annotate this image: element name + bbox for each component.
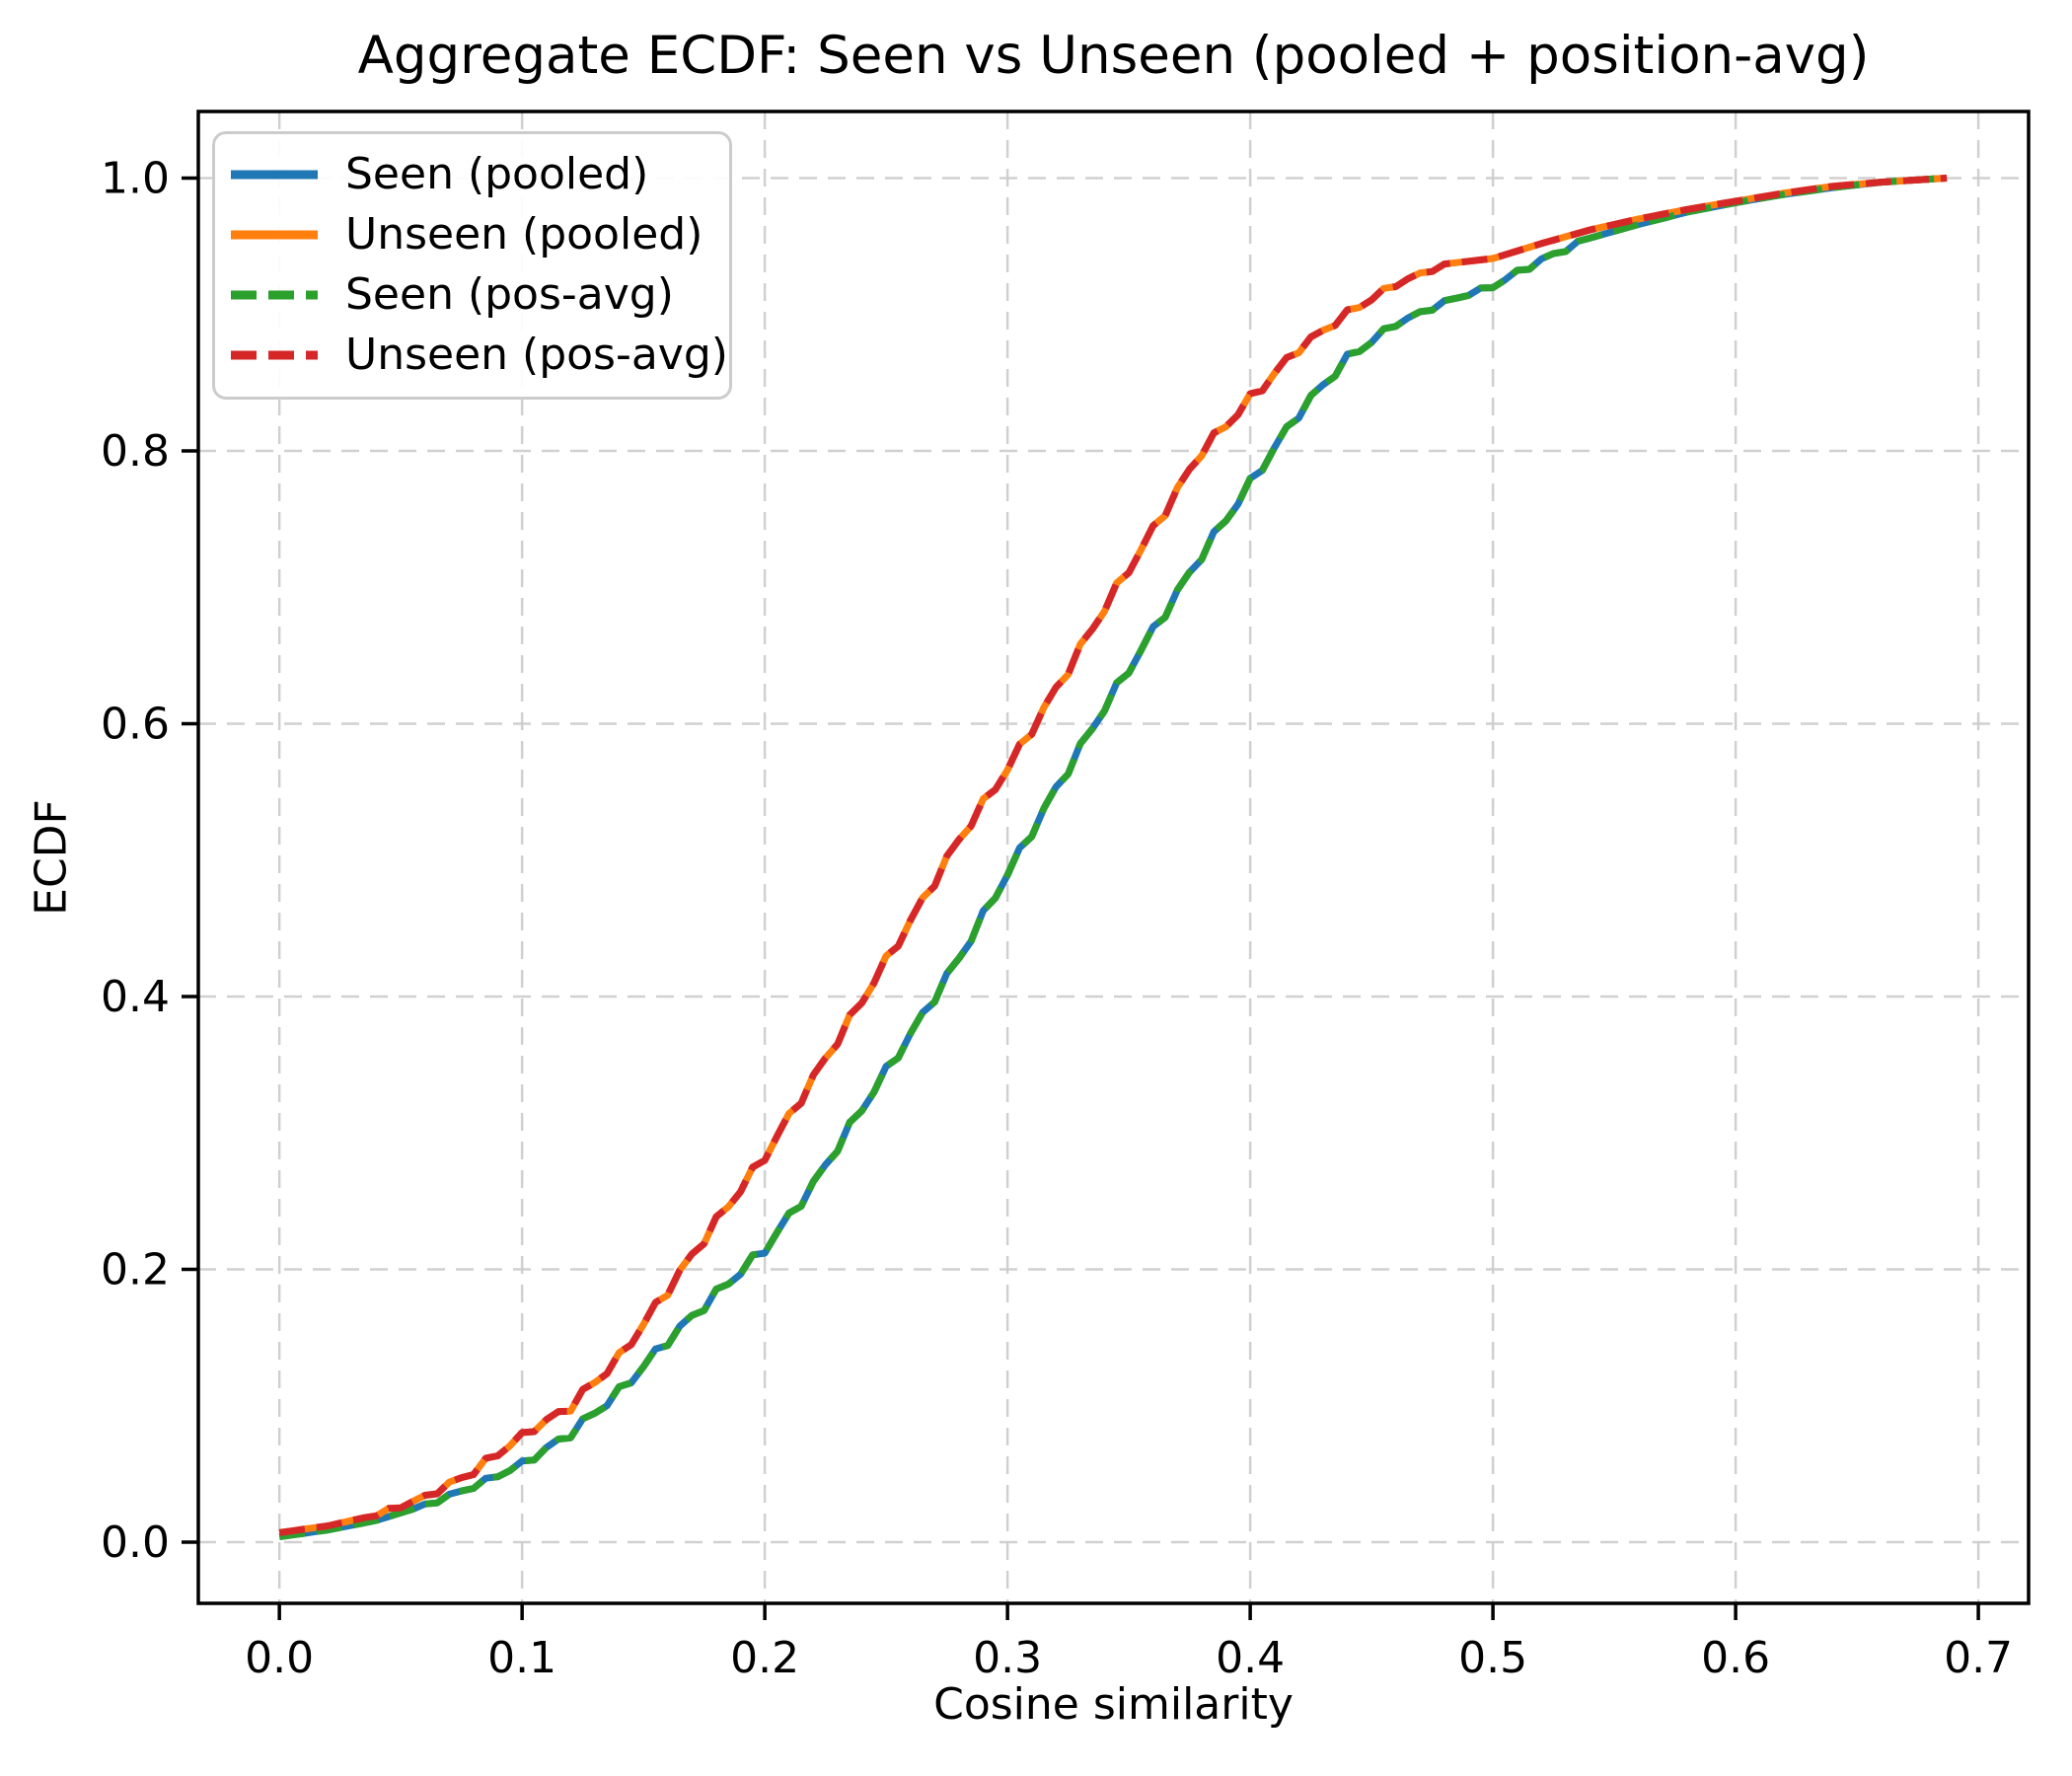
legend-item-unseen-posavg: Unseen (pos-avg) [231, 325, 729, 385]
legend-label-unseen-posavg: Unseen (pos-avg) [345, 330, 728, 380]
legend-item-seen-posavg: Seen (pos-avg) [231, 264, 729, 325]
y-tick-label: 1.0 [101, 153, 170, 203]
curve-seen-pos-avg- [278, 175, 1948, 1540]
legend-label-seen-pooled: Seen (pooled) [345, 149, 649, 199]
gridlines [198, 111, 2029, 1603]
y-tick-label: 0.0 [101, 1517, 170, 1568]
x-tick-label: 0.6 [1701, 1633, 1770, 1683]
x-tick-label: 0.2 [730, 1633, 799, 1683]
unseen-pooled-line-swatch [231, 230, 318, 239]
legend-item-seen-pooled: Seen (pooled) [231, 144, 729, 204]
x-tick-label: 0.5 [1458, 1633, 1527, 1683]
x-tick-label: 0.7 [1944, 1633, 2013, 1683]
y-tick-label: 0.2 [101, 1245, 170, 1295]
y-tick-label: 0.6 [101, 700, 170, 750]
legend-label-seen-posavg: Seen (pos-avg) [345, 269, 674, 320]
tick-marks [182, 176, 1980, 1620]
x-tick-label: 0.4 [1216, 1633, 1285, 1683]
legend-item-unseen-pooled: Unseen (pooled) [231, 204, 729, 264]
legend: Seen (pooled) Unseen (pooled) Seen (pos-… [212, 131, 732, 400]
seen-posavg-dashed-line-swatch [231, 290, 318, 299]
y-axis-label: ECDF [26, 799, 77, 916]
unseen-posavg-dashed-line-swatch [231, 350, 318, 359]
seen-pooled-line-swatch [231, 170, 318, 179]
curve-unseen-pos-avg- [278, 175, 1948, 1536]
x-tick-label: 0.1 [487, 1633, 556, 1683]
curves [278, 175, 1948, 1540]
x-tick-label: 0.0 [245, 1633, 314, 1683]
chart-title: Aggregate ECDF: Seen vs Unseen (pooled +… [357, 26, 1870, 86]
y-tick-label: 0.8 [101, 426, 170, 477]
x-axis-label: Cosine similarity [933, 1679, 1294, 1730]
x-tick-label: 0.3 [973, 1633, 1042, 1683]
plot-border [196, 110, 2031, 1605]
axes-spines [196, 110, 2031, 1605]
y-tick-label: 0.4 [101, 972, 170, 1022]
tick-labels: 0.0 0.1 0.2 0.3 0.4 0.5 0.6 0.7 0.0 0.2 0.4 0.6 0.8 1… [101, 153, 2013, 1683]
legend-label-unseen-pooled: Unseen (pooled) [345, 209, 703, 259]
